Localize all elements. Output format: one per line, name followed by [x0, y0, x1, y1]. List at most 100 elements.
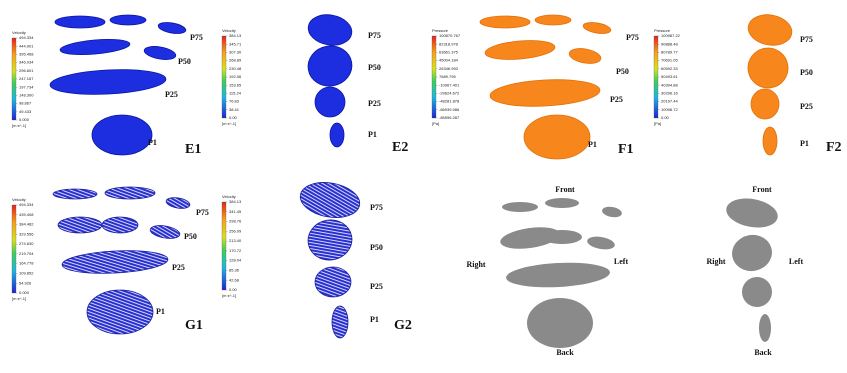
slice-shape [307, 45, 353, 87]
colorbar-tick-label: 256.09 [229, 228, 242, 233]
colorbar-tick-label: 153.65 [229, 82, 242, 87]
slice-shape [747, 47, 789, 89]
colorbar-tick-label: 395.468 [19, 51, 34, 56]
slice-shape [545, 198, 579, 208]
slice-shape [479, 15, 531, 29]
orientation-label: Right [706, 257, 725, 266]
colorbar-tick-label: 20197.44 [661, 99, 678, 104]
slice-shape [61, 250, 169, 274]
slice-label: P75 [368, 31, 381, 40]
slice-shape [149, 225, 181, 239]
colorbar-tick-label: 49.433 [19, 109, 32, 114]
panel-label: E1 [185, 142, 201, 157]
panel-label: G1 [185, 318, 203, 333]
colorbar-title: Velocity [222, 194, 236, 199]
colorbar-tick-label: 268.89 [229, 58, 242, 63]
colorbar-tick-label: 80789.77 [661, 49, 678, 54]
slice-shape [329, 122, 345, 148]
colorbar-tick-label: 230.48 [229, 66, 242, 71]
slice-label: P75 [190, 33, 203, 42]
colorbar-tick-label: 296.601 [19, 68, 34, 73]
slice-label: P50 [800, 68, 813, 77]
orientation-label: Left [614, 257, 629, 266]
colorbar-tick-label: 45004.184 [439, 58, 459, 63]
slice-label: P1 [370, 315, 379, 324]
colorbar-tick-label: 42.68 [229, 277, 240, 282]
slice-shape [52, 188, 98, 200]
panel-label: E2 [392, 140, 408, 155]
slice-shape [484, 40, 556, 60]
slice-label: P50 [368, 63, 381, 72]
panel-label: G2 [394, 318, 412, 333]
colorbar-tick-label: 197.734 [19, 84, 34, 89]
slice-shape [109, 14, 147, 26]
colorbar-tick-label: 170.72 [229, 248, 242, 253]
colorbar-tick-label: 82318.978 [439, 41, 459, 46]
slice-shape [49, 69, 167, 95]
colorbar-tick-label: 63661.375 [439, 49, 459, 54]
slice-shape [506, 262, 610, 288]
slice-shape [314, 86, 346, 118]
slice-shape [104, 186, 156, 200]
slice-shape [489, 79, 601, 107]
slice-label: P75 [800, 35, 813, 44]
colorbar-tick-label: 115.24 [229, 90, 242, 95]
slice-shape [331, 305, 349, 339]
slice-label: P25 [165, 90, 178, 99]
orientation-label: Front [752, 185, 772, 194]
slice-shape [726, 198, 778, 228]
colorbar-title: Velocity [12, 197, 26, 202]
slice-shape [101, 216, 139, 234]
slice-label: P75 [196, 208, 209, 217]
slice-label: P25 [172, 263, 185, 272]
panel-label: F2 [826, 140, 842, 155]
colorbar-tick-label: 298.76 [229, 219, 242, 224]
slice-shape [91, 114, 153, 156]
colorbar-tick-label: -10967.401 [439, 82, 460, 87]
slice-label: P50 [616, 67, 629, 76]
colorbar-tick-label: 10098.72 [661, 107, 678, 112]
slice-label: P75 [370, 203, 383, 212]
slice-shape [307, 219, 353, 261]
orientation-label: Left [789, 257, 804, 266]
colorbar-tick-label: 100987.22 [661, 33, 681, 38]
slice-label: P25 [610, 95, 623, 104]
slice-label: P50 [178, 57, 191, 66]
colorbar-unit: [m s^-1] [222, 293, 236, 298]
colorbar-unit: [m s^-1] [12, 296, 26, 301]
colorbar-unit: [m s^-1] [12, 123, 26, 128]
slice-shape [57, 216, 103, 234]
slice-shape [86, 289, 154, 335]
colorbar-tick-label: 30296.16 [661, 90, 678, 95]
colorbar [653, 35, 659, 119]
orientation-label: Back [754, 348, 772, 357]
slice-shape [314, 266, 352, 298]
colorbar-tick-label: 26346.993 [439, 66, 459, 71]
slice-shape [165, 197, 191, 209]
colorbar-tick-label: 85.36 [229, 268, 240, 273]
slice-shape [602, 206, 622, 218]
colorbar-tick-label: -66939.086 [439, 107, 460, 112]
slice-label: P25 [368, 99, 381, 108]
colorbar-tick-label: -29624.672 [439, 90, 460, 95]
slice-shape [59, 38, 131, 56]
colorbar-tick-label: 274.630 [19, 241, 34, 246]
colorbar-tick-label: 100870.767 [439, 33, 461, 38]
colorbar [11, 37, 17, 121]
colorbar-tick-label: 0.00 [229, 115, 238, 120]
orientation-label: Right [466, 260, 485, 269]
colorbar-tick-label: -48281.878 [439, 99, 460, 104]
colorbar-tick-label: 60592.33 [661, 66, 678, 71]
colorbar-tick-label: 38.41 [229, 107, 240, 112]
colorbar-tick-label: 50493.61 [661, 74, 678, 79]
colorbar-tick-label: 54.926 [19, 280, 32, 285]
slice-shape [307, 14, 353, 46]
colorbar-tick-label: 213.40 [229, 238, 242, 243]
colorbar-tick-label: 7689.795 [439, 74, 456, 79]
colorbar-title: Pressure [654, 28, 671, 33]
colorbar-unit: [Pa] [432, 121, 439, 126]
colorbar-tick-label: -85596.287 [439, 115, 460, 120]
colorbar-tick-label: 439.408 [19, 212, 34, 217]
colorbar-tick-label: 384.13 [229, 199, 242, 204]
